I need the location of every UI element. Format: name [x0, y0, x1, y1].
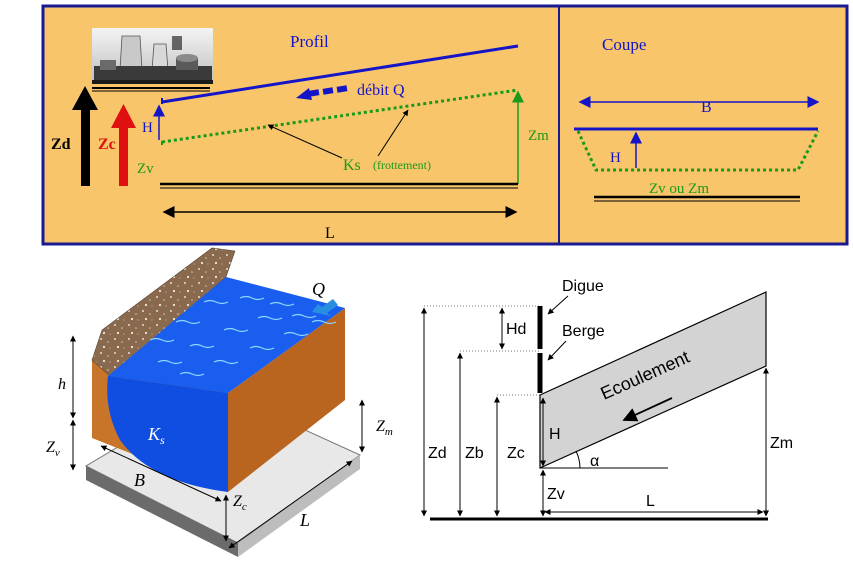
zd-schematic-label: Zd	[428, 445, 447, 462]
berge-pointer	[547, 340, 567, 361]
water-surface-line	[161, 44, 519, 104]
b3d-dimension	[100, 445, 222, 502]
zb-schematic-label: Zb	[465, 445, 484, 462]
b3d-label: B	[134, 470, 145, 490]
digue-pointer	[547, 295, 569, 315]
debit-label: débit Q	[357, 82, 405, 99]
zv-schematic-label: Zv	[547, 486, 565, 503]
zc-schematic-label: Zc	[507, 445, 525, 462]
l-schematic-label: L	[646, 493, 655, 510]
q-label: Q	[312, 279, 325, 299]
ks-pointer-right	[377, 109, 409, 157]
h3d-label: h	[58, 376, 66, 393]
h-schematic-label: H	[549, 426, 561, 443]
digue-label: Digue	[562, 278, 604, 295]
block-right-face	[228, 308, 345, 492]
alpha-arc	[575, 450, 581, 469]
profil-title: Profil	[290, 32, 329, 51]
zd-label: Zd	[51, 136, 71, 153]
coupe-zv-zm-label: Zv ou Zm	[649, 181, 709, 197]
zm-schematic-label: Zm	[770, 435, 793, 452]
power-plant-photo	[92, 28, 213, 84]
l3d-dimension	[228, 460, 353, 549]
alpha-label: α	[590, 453, 599, 470]
zd-arrow	[72, 86, 98, 186]
zv3d-label: Zv	[46, 439, 60, 459]
ks-note: (frottement)	[373, 158, 431, 172]
q-arrow	[312, 299, 338, 316]
coupe-h-label: H	[610, 150, 621, 166]
l-label: L	[325, 225, 335, 242]
coupe-channel-section	[576, 130, 820, 172]
ks-pointer-left	[267, 124, 343, 159]
channel-3d-illustration: Q h Zv Ks Zm B Zc L	[46, 247, 393, 557]
levee-schematic: Digue Berge Hd Ecoulement H Zd Zb Zc Zv …	[421, 278, 793, 521]
ks-label: Ks	[343, 157, 361, 174]
h-label: H	[142, 120, 153, 136]
water-surface	[108, 277, 345, 393]
ecoulement-arrow	[622, 397, 673, 422]
zm3d-label: Zm	[376, 418, 393, 438]
coupe-b-label: B	[701, 99, 712, 116]
l3d-label: L	[299, 510, 310, 530]
zm-label: Zm	[528, 128, 549, 144]
ks3d-label: Ks	[147, 424, 165, 447]
berge-label: Berge	[562, 323, 605, 340]
coupe-title: Coupe	[602, 35, 646, 54]
zv-label: Zv	[137, 161, 154, 177]
zc-label: Zc	[98, 136, 116, 153]
debit-arrow	[296, 85, 348, 100]
zc-arrow	[111, 104, 136, 186]
water-ripples	[149, 295, 337, 377]
hd-label: Hd	[506, 321, 526, 338]
top-panel: Zd Zc Zv Profil H débit Q Zm Ks (frottem…	[41, 4, 849, 246]
